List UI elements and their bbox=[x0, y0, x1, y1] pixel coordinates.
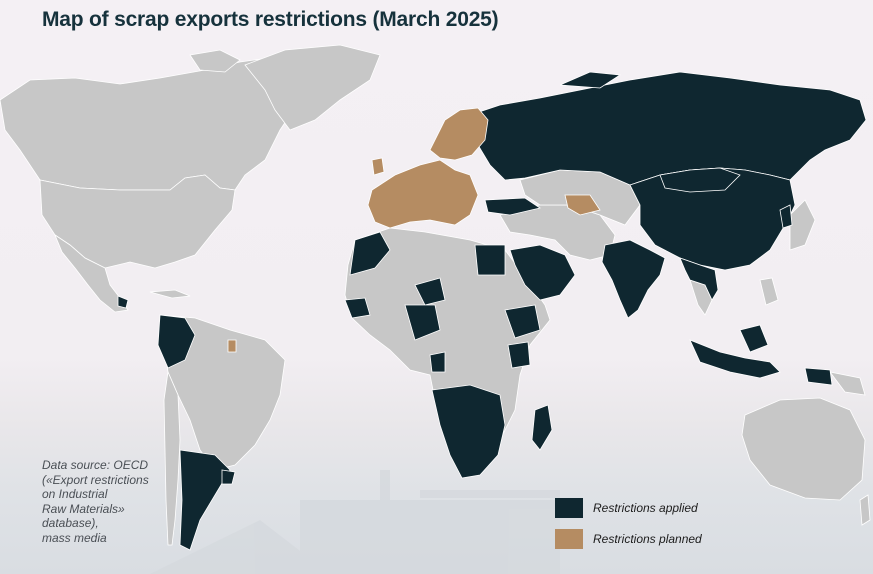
saudi-arabia bbox=[509, 244, 576, 301]
source-line: («Export restrictions bbox=[42, 472, 149, 487]
russia-arctic-islands bbox=[559, 71, 622, 89]
india bbox=[601, 239, 666, 319]
mexico bbox=[54, 233, 129, 313]
french-guiana bbox=[227, 339, 237, 353]
madagascar bbox=[531, 404, 553, 451]
southern-africa bbox=[431, 384, 506, 479]
land-no-restriction bbox=[0, 44, 871, 546]
background-port-silhouette bbox=[150, 470, 560, 574]
uruguay bbox=[221, 469, 236, 485]
legend-label-applied: Restrictions applied bbox=[593, 501, 698, 515]
new-zealand bbox=[859, 494, 871, 526]
scandinavia bbox=[429, 107, 489, 161]
mongolia bbox=[659, 167, 741, 193]
legend-swatch-planned bbox=[555, 529, 583, 549]
kenya bbox=[507, 341, 531, 369]
turkey bbox=[484, 197, 541, 216]
land-restrictions-applied bbox=[117, 71, 867, 551]
korea bbox=[779, 204, 793, 229]
west-africa-applied bbox=[344, 297, 371, 319]
source-line: on Industrial bbox=[42, 487, 108, 501]
argentina bbox=[179, 449, 231, 551]
japan bbox=[789, 199, 816, 251]
arctic-islands bbox=[189, 49, 241, 73]
russia bbox=[469, 71, 867, 186]
southeast-asia-applied bbox=[679, 257, 719, 301]
european-union bbox=[367, 159, 479, 229]
gabon bbox=[429, 351, 446, 373]
borneo bbox=[739, 324, 769, 353]
nicaragua bbox=[117, 295, 129, 309]
indonesia bbox=[689, 339, 781, 379]
greenland bbox=[244, 44, 381, 131]
nigeria bbox=[404, 304, 441, 341]
page-title: Map of scrap exports restrictions (March… bbox=[42, 8, 499, 31]
data-source-note: Data source: OECD («Export restrictions … bbox=[42, 458, 192, 545]
legend-label-planned: Restrictions planned bbox=[593, 532, 702, 546]
png-region bbox=[829, 371, 866, 396]
ethiopia bbox=[504, 304, 541, 339]
legend-swatch-applied bbox=[555, 498, 583, 518]
legend-item-applied: Restrictions applied bbox=[555, 498, 698, 518]
uzbekistan bbox=[564, 194, 601, 216]
source-line: database), bbox=[42, 516, 99, 530]
source-line: Raw Materials» bbox=[42, 501, 125, 516]
ireland bbox=[371, 157, 385, 176]
egypt bbox=[474, 244, 506, 276]
chile bbox=[163, 370, 181, 546]
land-restrictions-planned bbox=[227, 107, 601, 353]
cuba bbox=[149, 289, 191, 299]
morocco bbox=[349, 231, 391, 276]
papua bbox=[804, 367, 833, 386]
philippines bbox=[759, 277, 779, 306]
australia bbox=[741, 397, 866, 501]
colombia bbox=[157, 314, 196, 369]
niger bbox=[414, 277, 446, 306]
legend-item-planned: Restrictions planned bbox=[555, 529, 702, 549]
source-line: Data source: OECD bbox=[42, 458, 149, 472]
source-line: mass media bbox=[42, 530, 107, 545]
